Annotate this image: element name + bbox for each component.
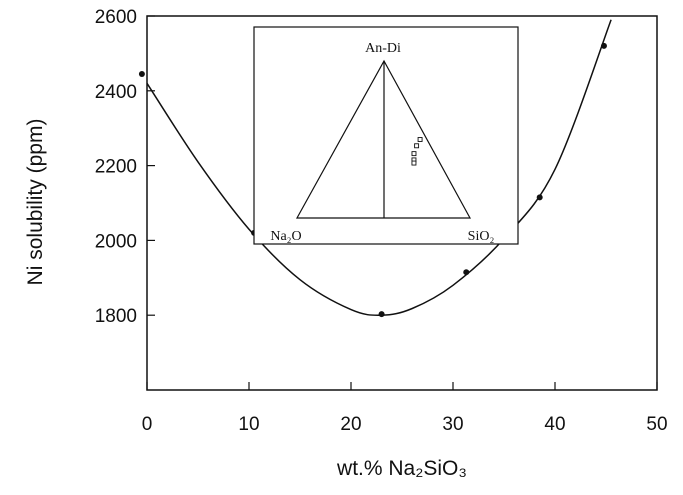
- x-axis: 0 10 20 30 40 50: [142, 382, 668, 435]
- x-tick-label: 30: [442, 414, 463, 435]
- data-point: [138, 70, 145, 77]
- inset-points: [411, 137, 423, 166]
- y-axis: 1800 2000 2200 2400 2600: [95, 7, 155, 327]
- y-tick-label: 2400: [95, 82, 137, 103]
- inset-frame: [253, 26, 519, 245]
- inset-composition-point: [417, 137, 423, 142]
- ternary-inset: An-Di Na₂O SiO₂: [253, 26, 519, 245]
- data-point: [536, 194, 543, 201]
- y-axis-title: Ni solubility (ppm): [24, 119, 47, 286]
- x-tick-label: 40: [544, 414, 565, 435]
- inset-label-right: SiO₂: [468, 229, 495, 244]
- x-tick-label: 10: [238, 414, 259, 435]
- data-point: [463, 269, 470, 276]
- x-tick-label: 50: [646, 414, 667, 435]
- x-axis-title: wt.% Na₂SiO₃: [336, 457, 467, 480]
- plot-frame: [146, 15, 658, 391]
- x-tick-label: 20: [340, 414, 361, 435]
- data-point: [378, 311, 385, 318]
- inset-composition-point: [411, 151, 417, 157]
- inset-composition-point: [411, 160, 417, 166]
- data-point: [600, 42, 607, 49]
- inset-composition-point: [414, 143, 420, 149]
- x-tick-label: 0: [142, 414, 153, 435]
- inset-label-left: Na₂O: [270, 229, 301, 244]
- y-tick-label: 1800: [95, 306, 137, 327]
- inset-label-top: An-Di: [365, 41, 401, 56]
- y-tick-label: 2200: [95, 157, 137, 178]
- y-tick-label: 2000: [95, 231, 137, 252]
- y-tick-label: 2600: [95, 7, 137, 28]
